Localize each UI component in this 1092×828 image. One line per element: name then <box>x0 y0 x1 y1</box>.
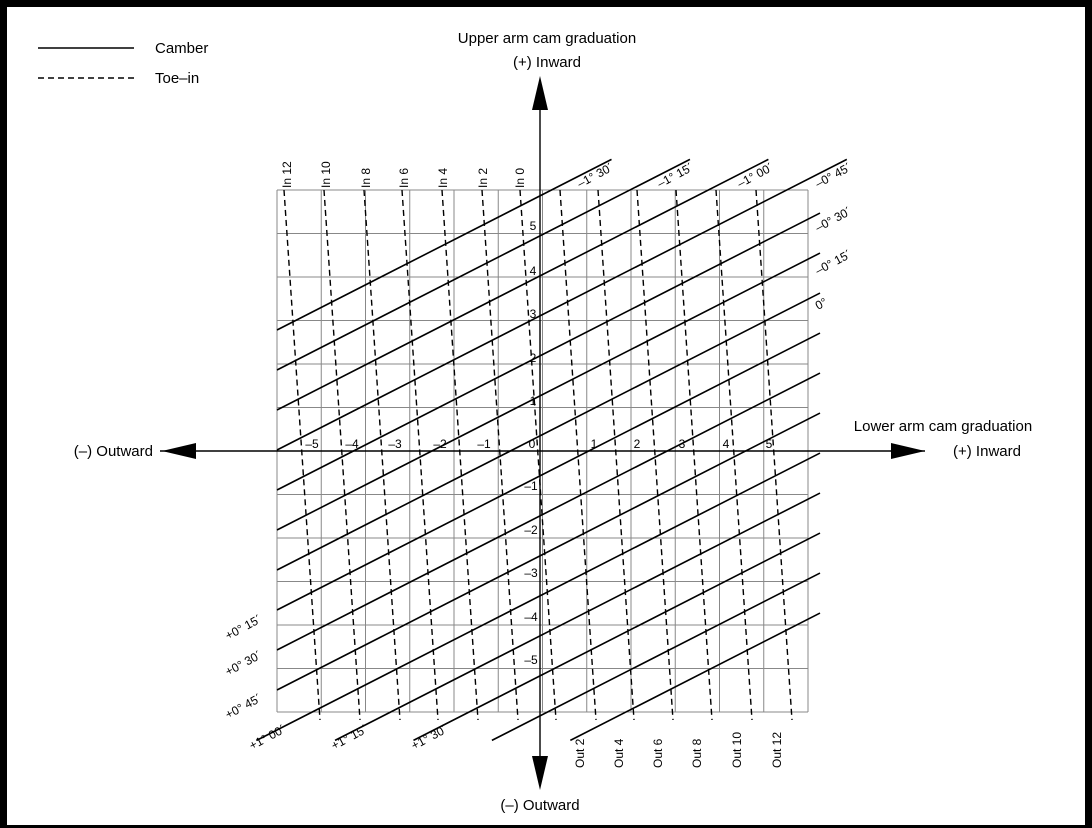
camber-line <box>569 612 821 742</box>
camber-line <box>276 212 821 491</box>
toe-in-line <box>519 189 557 721</box>
y-tick-label: 5 <box>530 219 537 233</box>
camber-label: –0° 30´ <box>813 204 854 235</box>
toe-in-line <box>755 189 793 721</box>
toe-in-top-label: In 2 <box>476 168 490 188</box>
toe-in-top-label: In 0 <box>513 168 527 188</box>
legend: Camber Toe–in <box>38 40 208 87</box>
up-arrow-icon <box>532 76 548 110</box>
toe-in-top-label: In 10 <box>319 161 333 188</box>
x-tick-label: –4 <box>345 437 359 451</box>
toe-out-bottom-label: Out 10 <box>730 732 744 768</box>
toe-in-top-label: In 12 <box>280 161 294 188</box>
toe-in-line <box>323 189 361 721</box>
camber-label: –1° 15´ <box>655 160 696 191</box>
camber-line <box>276 158 769 411</box>
camber-label: +1° 15´ <box>329 722 370 753</box>
camber-line <box>276 412 821 691</box>
y-tick-label: –4 <box>524 610 538 624</box>
camber-label: –0° 45´ <box>813 160 854 191</box>
toe-out-bottom-label: Out 12 <box>770 732 784 768</box>
x-tick-labels: –5 –4 –3 –2 –1 0 1 2 3 4 5 <box>305 437 772 451</box>
toe-in-line <box>559 189 597 721</box>
lower-axis-negative: (–) Outward <box>74 443 153 460</box>
camber-line <box>276 292 821 571</box>
camber-line <box>276 158 612 331</box>
toe-in-top-label: In 8 <box>359 168 373 188</box>
x-tick-label: 3 <box>679 437 686 451</box>
toe-in-line <box>597 189 635 721</box>
camber-label: –1° 00´ <box>735 160 776 191</box>
x-tick-label: 1 <box>591 437 598 451</box>
toe-in-top-labels: In 12 In 10 In 8 In 6 In 4 In 2 In 0 <box>280 161 527 188</box>
camber-line <box>256 452 821 742</box>
x-tick-label: –3 <box>388 437 402 451</box>
toe-in-top-label: In 6 <box>397 168 411 188</box>
toe-out-bottom-label: Out 8 <box>690 738 704 768</box>
camber-line <box>491 572 821 742</box>
y-tick-label: 1 <box>530 394 537 408</box>
toe-out-bottom-label: Out 2 <box>573 738 587 768</box>
camber-label: +0° 15´ <box>223 612 264 643</box>
y-tick-label: 3 <box>530 307 537 321</box>
camber-label: +0° 30´ <box>223 648 264 679</box>
upper-axis-positive: (+) Inward <box>513 54 581 71</box>
x-tick-label: 5 <box>766 437 773 451</box>
camber-lines <box>256 158 848 742</box>
camber-label: –1° 30´ <box>575 160 616 191</box>
y-tick-label: –1 <box>524 479 538 493</box>
camber-line <box>276 158 691 371</box>
y-tick-label: –5 <box>524 653 538 667</box>
x-tick-label: –2 <box>433 437 447 451</box>
y-tick-labels: 1 2 3 4 5 –1 –2 –3 –4 –5 <box>524 219 538 667</box>
toe-in-line <box>715 189 753 721</box>
toe-in-line <box>636 189 674 721</box>
legend-camber-label: Camber <box>155 40 208 57</box>
camber-line <box>413 532 821 742</box>
toe-in-line <box>675 189 713 721</box>
x-tick-label: –5 <box>305 437 319 451</box>
down-arrow-icon <box>532 756 548 790</box>
camber-line <box>276 372 821 651</box>
x-tick-label: 4 <box>723 437 730 451</box>
toe-in-line <box>441 189 479 721</box>
y-tick-label: –2 <box>524 523 538 537</box>
toe-in-line <box>363 189 401 721</box>
toe-out-bottom-label: Out 6 <box>651 738 665 768</box>
y-tick-label: –3 <box>524 566 538 580</box>
upper-axis-negative: (–) Outward <box>500 797 579 814</box>
right-arrow-icon <box>891 443 925 459</box>
x-tick-label: –1 <box>477 437 491 451</box>
camber-label: +0° 45´ <box>223 691 264 722</box>
toe-in-line <box>283 189 321 721</box>
upper-axis-title: Upper arm cam graduation <box>458 30 636 47</box>
y-tick-label: 4 <box>530 264 537 278</box>
camber-line <box>334 492 821 742</box>
camber-label: +1° 00´ <box>247 722 288 753</box>
camber-positive-labels: +0° 15´ +0° 30´ +0° 45´ +1° 00´ +1° 15´ … <box>223 612 450 753</box>
left-arrow-icon <box>162 443 196 459</box>
axes <box>160 76 925 790</box>
camber-label: +1° 30´ <box>409 722 450 753</box>
camber-line <box>276 158 848 451</box>
x-tick-label: 2 <box>634 437 641 451</box>
y-tick-label: 2 <box>530 351 537 365</box>
toe-in-lines <box>283 189 793 721</box>
toe-in-top-label: In 4 <box>436 168 450 188</box>
camber-line <box>276 332 821 611</box>
toe-in-line <box>481 189 519 721</box>
lower-axis-positive: (+) Inward <box>953 443 1021 460</box>
camber-label: 0° <box>813 295 830 313</box>
camber-line <box>276 252 821 531</box>
camber-label: –0° 15´ <box>813 247 854 278</box>
toe-out-bottom-label: Out 4 <box>612 738 626 768</box>
lower-axis-title: Lower arm cam graduation <box>854 418 1032 435</box>
toe-in-line <box>401 189 439 721</box>
toe-out-bottom-labels: Out 2 Out 4 Out 6 Out 8 Out 10 Out 12 <box>573 732 784 768</box>
x-tick-label: 0 <box>529 437 536 451</box>
legend-toe-label: Toe–in <box>155 70 199 87</box>
